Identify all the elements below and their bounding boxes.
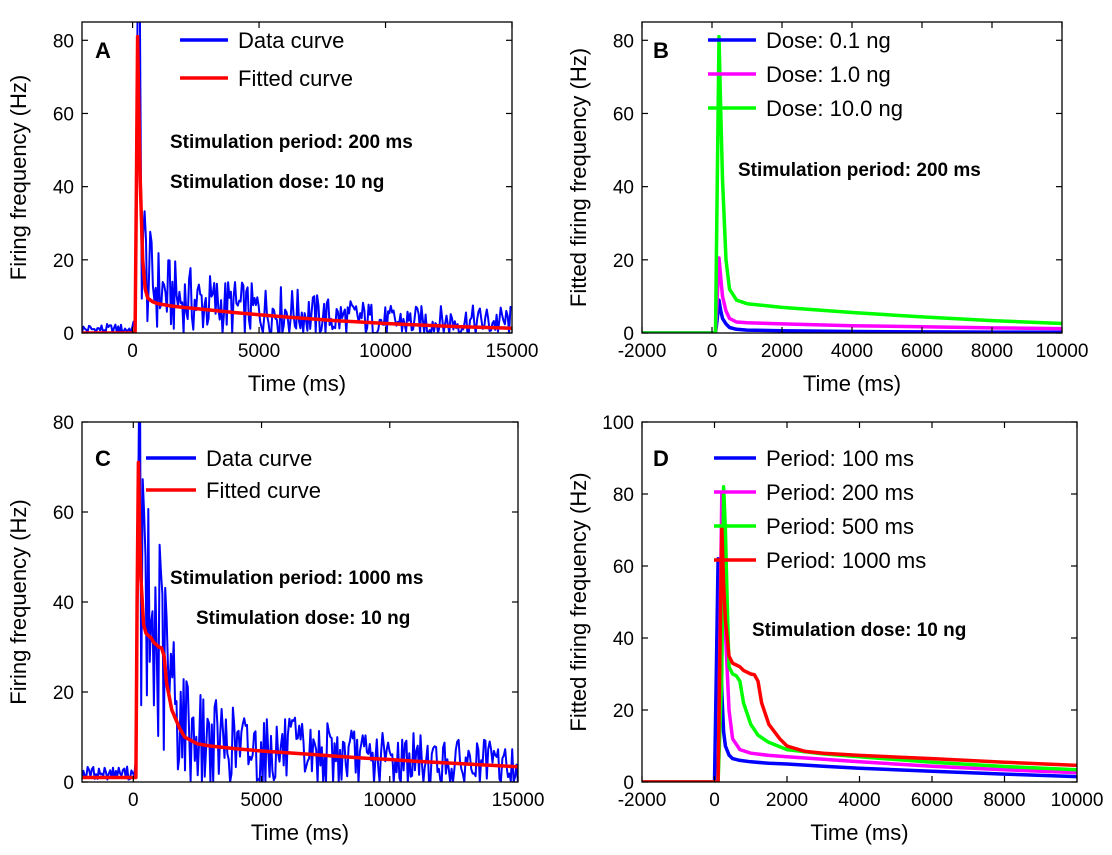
axes-box bbox=[641, 421, 1078, 783]
legend-entry-label: Data curve bbox=[206, 446, 312, 471]
legend: Data curve Fitted curve bbox=[146, 446, 321, 503]
series-line-2 bbox=[82, 34, 512, 333]
y-tick-label: 100 bbox=[602, 413, 634, 434]
y-axis-label: Firing frequency (Hz) bbox=[6, 75, 31, 280]
y-tick-label: 0 bbox=[63, 773, 74, 794]
x-tick-label: 10000 bbox=[1036, 341, 1089, 362]
annotation-text: Stimulation dose: 10 ng bbox=[752, 620, 966, 641]
panel-letter: A bbox=[95, 38, 111, 63]
y-tick-label: 80 bbox=[53, 413, 74, 434]
y-tick-label: 60 bbox=[613, 557, 634, 578]
legend-entry-label: Dose: 1.0 ng bbox=[766, 62, 891, 87]
x-tick-label: 5000 bbox=[240, 790, 282, 811]
y-tick-label: 0 bbox=[623, 324, 634, 345]
y-tick-label: 40 bbox=[53, 593, 74, 614]
y-tick-label: 60 bbox=[53, 503, 74, 524]
legend-entry-label: Fitted curve bbox=[206, 478, 321, 503]
series-line-4 bbox=[642, 524, 1077, 782]
annotation-text: Stimulation dose: 10 ng bbox=[170, 172, 384, 193]
x-tick-label: 15000 bbox=[492, 790, 545, 811]
y-tick-label: 60 bbox=[53, 104, 74, 125]
x-tick-label: 8000 bbox=[983, 790, 1025, 811]
legend-entry-label: Data curve bbox=[238, 28, 344, 53]
panel-letter: D bbox=[653, 446, 669, 471]
y-tick-label: 0 bbox=[623, 773, 634, 794]
y-tick-label: 20 bbox=[53, 683, 74, 704]
y-axis-label: Firing frequency (Hz) bbox=[6, 499, 31, 704]
y-tick-label: 20 bbox=[613, 701, 634, 722]
x-tick-label: 15000 bbox=[486, 341, 539, 362]
annotation-text: Stimulation dose: 10 ng bbox=[196, 608, 410, 629]
x-tick-label: 10000 bbox=[1051, 790, 1104, 811]
legend-entry-label: Dose: 0.1 ng bbox=[766, 28, 891, 53]
x-tick-label: 8000 bbox=[971, 341, 1013, 362]
y-tick-label: 80 bbox=[613, 31, 634, 52]
y-tick-label: 20 bbox=[53, 251, 74, 272]
series-line-1 bbox=[82, 422, 518, 782]
x-tick-label: 4000 bbox=[838, 790, 880, 811]
legend: Dose: 0.1 ng Dose: 1.0 ng Dose: 10.0 ng bbox=[708, 28, 903, 121]
legend-entry-label: Period: 500 ms bbox=[766, 514, 914, 539]
x-tick-label: 6000 bbox=[911, 790, 953, 811]
y-tick-label: 40 bbox=[613, 178, 634, 199]
x-axis-label: Time (ms) bbox=[251, 820, 349, 845]
annotation-text: Stimulation period: 200 ms bbox=[738, 160, 981, 181]
legend-entry-label: Period: 1000 ms bbox=[766, 548, 926, 573]
series-line-3 bbox=[642, 34, 1062, 333]
panel-b: -2000 0 2000 4000 6000 8000 10000020406080Time… bbox=[566, 21, 1089, 396]
y-tick-label: 0 bbox=[63, 324, 74, 345]
legend-entry-label: Dose: 10.0 ng bbox=[766, 96, 903, 121]
y-tick-label: 40 bbox=[53, 178, 74, 199]
legend: Period: 100 ms Period: 200 ms Period: 500 … bbox=[714, 446, 926, 573]
series-line-1 bbox=[82, 22, 512, 333]
x-tick-label: 0 bbox=[127, 341, 138, 362]
x-tick-label: 10000 bbox=[359, 341, 412, 362]
panel-letter: C bbox=[95, 446, 111, 471]
y-tick-label: 80 bbox=[613, 485, 634, 506]
y-axis-label: Fitted firing frequency (Hz) bbox=[566, 472, 591, 731]
x-tick-label: 6000 bbox=[901, 341, 943, 362]
x-tick-label: 2000 bbox=[761, 341, 803, 362]
legend-entry-label: Fitted curve bbox=[238, 66, 353, 91]
x-tick-label: 0 bbox=[709, 790, 720, 811]
x-tick-label: -2000 bbox=[618, 341, 667, 362]
y-tick-label: 40 bbox=[613, 629, 634, 650]
panel-d: -2000 0 2000 4000 6000 8000 10000020406080100T… bbox=[566, 413, 1103, 845]
series-line-2 bbox=[82, 460, 518, 780]
series-line-2 bbox=[642, 256, 1062, 333]
y-tick-label: 80 bbox=[53, 31, 74, 52]
legend: Data curve Fitted curve bbox=[180, 28, 353, 91]
annotation-text: Stimulation period: 1000 ms bbox=[170, 568, 423, 589]
x-axis-label: Time (ms) bbox=[248, 371, 346, 396]
y-tick-label: 20 bbox=[613, 251, 634, 272]
x-tick-label: 10000 bbox=[363, 790, 416, 811]
x-axis-label: Time (ms) bbox=[803, 371, 901, 396]
x-tick-label: 4000 bbox=[831, 341, 873, 362]
x-tick-label: 0 bbox=[128, 790, 139, 811]
x-tick-label: 0 bbox=[707, 341, 718, 362]
y-axis-label: Fitted firing frequency (Hz) bbox=[566, 48, 591, 307]
series-line-1 bbox=[642, 557, 1077, 782]
x-tick-label: -2000 bbox=[618, 790, 667, 811]
annotation-text: Stimulation period: 200 ms bbox=[170, 132, 413, 153]
panel-a: 0 5000 10000 15000 0 20 40 60 80 Time (ms) Firing … bbox=[6, 21, 539, 396]
y-tick-label: 60 bbox=[613, 104, 634, 125]
legend-entry-label: Period: 200 ms bbox=[766, 480, 914, 505]
x-tick-label: 5000 bbox=[238, 341, 280, 362]
panel-letter: B bbox=[653, 38, 669, 63]
axes-box bbox=[81, 21, 513, 334]
x-tick-label: 2000 bbox=[766, 790, 808, 811]
panel-c: 0 5000 10000 15000 0 20 40 60 80 Time (ms) Firing … bbox=[6, 413, 545, 845]
legend-entry-label: Period: 100 ms bbox=[766, 446, 914, 471]
x-axis-label: Time (ms) bbox=[810, 820, 908, 845]
